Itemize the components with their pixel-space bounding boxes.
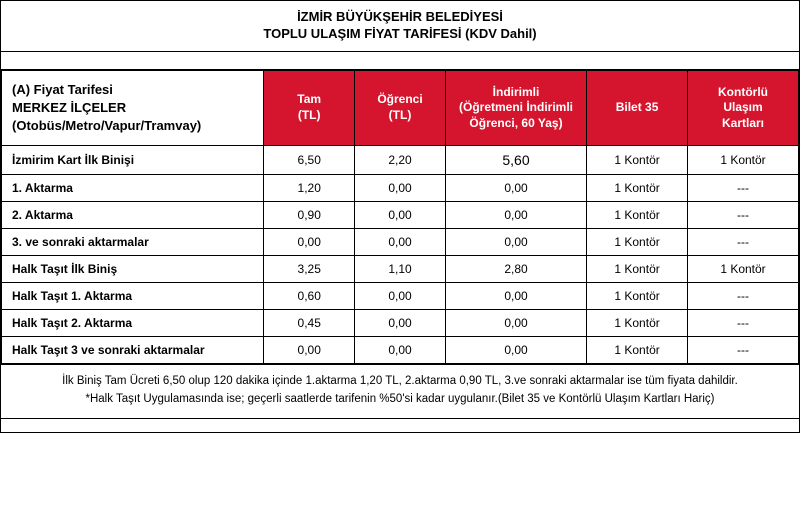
row-label: Halk Taşıt 2. Aktarma <box>2 310 264 337</box>
footnotes: İlk Biniş Tam Ücreti 6,50 olup 120 dakik… <box>1 364 799 418</box>
cell-kontorlu: --- <box>688 175 799 202</box>
cell-tam: 6,50 <box>264 146 355 175</box>
table-row: İzmirim Kart İlk Binişi 6,50 2,20 5,60 1… <box>2 146 799 175</box>
cell-kontorlu: --- <box>688 337 799 364</box>
cell-bilet35: 1 Kontör <box>587 175 688 202</box>
bottom-separator <box>1 418 799 432</box>
table-row: 3. ve sonraki aktarmalar 0,00 0,00 0,00 … <box>2 229 799 256</box>
tariff-table: (A) Fiyat Tarifesi MERKEZ İLÇELER (Otobü… <box>1 70 799 365</box>
row-label: 2. Aktarma <box>2 202 264 229</box>
cell-kontorlu: 1 Kontör <box>688 256 799 283</box>
table-row: Halk Taşıt 3 ve sonraki aktarmalar 0,00 … <box>2 337 799 364</box>
cell-kontorlu: --- <box>688 229 799 256</box>
footnote-2: *Halk Taşıt Uygulamasında ise; geçerli s… <box>21 391 779 408</box>
cell-bilet35: 1 Kontör <box>587 146 688 175</box>
cell-ogrenci: 2,20 <box>355 146 446 175</box>
cell-indirimli: 0,00 <box>445 175 586 202</box>
cell-ogrenci: 0,00 <box>355 229 446 256</box>
cell-bilet35: 1 Kontör <box>587 202 688 229</box>
cell-tam: 0,00 <box>264 337 355 364</box>
col-header-kontorlu: Kontörlü Ulaşım Kartları <box>688 70 799 146</box>
col-header-bilet35: Bilet 35 <box>587 70 688 146</box>
row-header-line-3: (Otobüs/Metro/Vapur/Tramvay) <box>12 117 253 135</box>
cell-ogrenci: 1,10 <box>355 256 446 283</box>
table-row: Halk Taşıt 1. Aktarma 0,60 0,00 0,00 1 K… <box>2 283 799 310</box>
cell-tam: 0,45 <box>264 310 355 337</box>
cell-kontorlu: 1 Kontör <box>688 146 799 175</box>
cell-bilet35: 1 Kontör <box>587 229 688 256</box>
cell-kontorlu: --- <box>688 202 799 229</box>
cell-bilet35: 1 Kontör <box>587 283 688 310</box>
cell-indirimli: 0,00 <box>445 202 586 229</box>
tariff-document: İZMİR BÜYÜKŞEHİR BELEDİYESİ TOPLU ULAŞIM… <box>0 0 800 433</box>
header-row: (A) Fiyat Tarifesi MERKEZ İLÇELER (Otobü… <box>2 70 799 146</box>
cell-ogrenci: 0,00 <box>355 310 446 337</box>
row-label: Halk Taşıt İlk Biniş <box>2 256 264 283</box>
col-header-indirimli: İndirimli (Öğretmeni İndirimli Öğrenci, … <box>445 70 586 146</box>
row-label: 1. Aktarma <box>2 175 264 202</box>
cell-tam: 0,00 <box>264 229 355 256</box>
cell-ogrenci: 0,00 <box>355 337 446 364</box>
row-label: İzmirim Kart İlk Binişi <box>2 146 264 175</box>
cell-ogrenci: 0,00 <box>355 202 446 229</box>
cell-bilet35: 1 Kontör <box>587 310 688 337</box>
cell-indirimli: 0,00 <box>445 229 586 256</box>
col-header-tam: Tam (TL) <box>264 70 355 146</box>
table-row: Halk Taşıt 2. Aktarma 0,45 0,00 0,00 1 K… <box>2 310 799 337</box>
cell-bilet35: 1 Kontör <box>587 256 688 283</box>
table-row: 2. Aktarma 0,90 0,00 0,00 1 Kontör --- <box>2 202 799 229</box>
cell-tam: 3,25 <box>264 256 355 283</box>
cell-tam: 0,90 <box>264 202 355 229</box>
cell-indirimli: 0,00 <box>445 283 586 310</box>
table-row: 1. Aktarma 1,20 0,00 0,00 1 Kontör --- <box>2 175 799 202</box>
footnote-1: İlk Biniş Tam Ücreti 6,50 olup 120 dakik… <box>21 373 779 390</box>
row-header-line-2: MERKEZ İLÇELER <box>12 99 253 117</box>
cell-kontorlu: --- <box>688 283 799 310</box>
cell-indirimli: 0,00 <box>445 337 586 364</box>
cell-ogrenci: 0,00 <box>355 283 446 310</box>
title-line-1: İZMİR BÜYÜKŞEHİR BELEDİYESİ <box>1 9 799 26</box>
title-block: İZMİR BÜYÜKŞEHİR BELEDİYESİ TOPLU ULAŞIM… <box>1 1 799 52</box>
col-header-ogrenci: Öğrenci (TL) <box>355 70 446 146</box>
row-label: Halk Taşıt 3 ve sonraki aktarmalar <box>2 337 264 364</box>
cell-bilet35: 1 Kontör <box>587 337 688 364</box>
cell-tam: 0,60 <box>264 283 355 310</box>
table-row: Halk Taşıt İlk Biniş 3,25 1,10 2,80 1 Ko… <box>2 256 799 283</box>
row-label: 3. ve sonraki aktarmalar <box>2 229 264 256</box>
table-body: İzmirim Kart İlk Binişi 6,50 2,20 5,60 1… <box>2 146 799 364</box>
row-label: Halk Taşıt 1. Aktarma <box>2 283 264 310</box>
cell-indirimli: 0,00 <box>445 310 586 337</box>
row-header-cell: (A) Fiyat Tarifesi MERKEZ İLÇELER (Otobü… <box>2 70 264 146</box>
separator-gap <box>1 52 799 70</box>
cell-tam: 1,20 <box>264 175 355 202</box>
title-line-2: TOPLU ULAŞIM FİYAT TARİFESİ (KDV Dahil) <box>1 26 799 43</box>
row-header-line-1: (A) Fiyat Tarifesi <box>12 81 253 99</box>
cell-ogrenci: 0,00 <box>355 175 446 202</box>
cell-indirimli: 2,80 <box>445 256 586 283</box>
cell-kontorlu: --- <box>688 310 799 337</box>
cell-indirimli: 5,60 <box>445 146 586 175</box>
